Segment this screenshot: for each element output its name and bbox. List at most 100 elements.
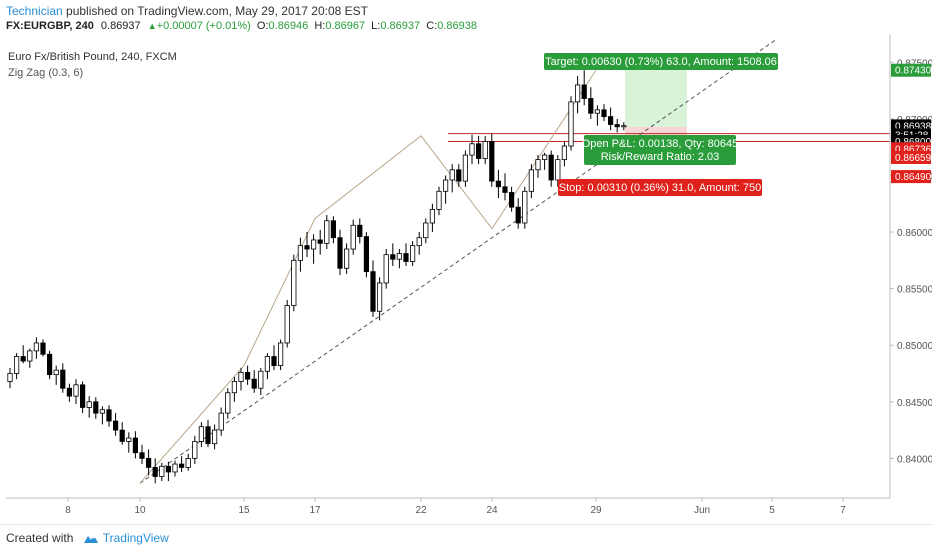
candle-body [264,356,271,372]
candle-body [53,369,59,376]
candle [416,232,422,255]
candle [357,218,363,244]
candle [542,152,548,170]
stop-label[interactable]: Stop: 0.00310 (0.36%) 31.0, Amount: 750 [558,179,762,196]
price-change: +0.00007 (+0.01%) [156,20,251,32]
candle [13,353,20,380]
candle-body [27,350,33,362]
chart-area[interactable]: 0.840000.845000.850000.855000.860000.865… [0,34,932,524]
candle [502,173,508,201]
candle [271,345,277,371]
tradingview-brand-link[interactable]: TradingView [102,531,169,545]
candle-body [502,186,508,193]
candle-body [535,159,541,171]
candle-body [132,437,138,454]
candle-body [66,387,72,397]
publish-line: Technician published on TradingView.com,… [6,4,368,18]
target-label-text: Target: 0.00630 (0.73%) 63.0, Amount: 15… [545,56,777,68]
candle-body [350,224,356,250]
candle-body [258,370,264,389]
candle-body [152,467,158,477]
candle [139,444,145,465]
candle-body [192,441,198,459]
candle-body [508,192,515,208]
risk-reward-text: Risk/Reward Ratio: 2.03 [601,151,720,163]
pnl-label-bg [584,135,736,165]
candle [475,135,482,165]
candle [462,150,469,187]
author-link[interactable]: Technician [6,4,63,18]
candle-body [40,342,46,355]
candle [106,405,112,427]
candle [515,198,521,229]
candle-body [159,465,165,477]
candle [614,118,620,133]
close-label: C: [426,20,438,32]
candle [396,249,403,269]
price-tag-text: 0.86659 [895,153,932,164]
candle-body [119,429,125,442]
candle-body [244,371,251,380]
candle-body [13,356,20,374]
ascending-trendline[interactable] [139,39,776,484]
candle-body [528,169,535,192]
candle [159,462,165,482]
candle-body [165,465,171,473]
candle-body [363,236,370,273]
candle-body [139,452,145,459]
price-tag-bg [891,170,931,184]
candle-body [238,371,244,382]
price-tag: 0.87430 [891,63,932,77]
candle [403,243,409,266]
candle-body [396,253,403,260]
candle [608,107,614,131]
candle [304,232,310,257]
candle [33,337,40,359]
price-chart[interactable]: 0.840000.845000.850000.855000.860000.865… [0,34,932,524]
candle-body [376,282,383,312]
candle [337,229,343,276]
candle [456,164,462,187]
candle-body [330,220,337,239]
close-value: 0.86938 [437,20,477,32]
symbol-label[interactable]: FX:EURGBP, 240 [6,20,94,32]
target-label[interactable]: Target: 0.00630 (0.73%) 63.0, Amount: 15… [544,53,778,70]
candle [291,254,297,312]
candle [198,422,204,448]
candle-body [317,239,323,244]
candle [66,383,72,402]
candle [211,424,218,450]
low-value: 0.86937 [380,20,421,32]
candle [449,164,455,193]
price-tag-text: 0.86736 [895,144,932,155]
candle [218,407,224,436]
candle [244,365,251,385]
candle-body [601,109,607,118]
candle [436,186,442,216]
candle-body [575,84,581,103]
candle-body [462,154,469,182]
candle [205,419,211,448]
legend-indicator[interactable]: Zig Zag (0.3, 6) [8,67,83,79]
candle [390,243,396,266]
legend-title[interactable]: Euro Fx/British Pound, 240, FXCM [8,51,177,63]
candle-body [515,206,521,224]
candle-body [608,116,614,125]
candle-body [436,190,442,210]
candle [508,186,515,212]
candle-body [225,392,231,414]
x-tick-label: Jun [694,505,710,516]
candle-body [205,426,211,445]
trend-line[interactable] [139,39,776,484]
pnl-label[interactable]: Open P&L: 0.00138, Qty: 80645 Risk/Rewar… [582,135,739,165]
created-with: Created with TradingView [6,531,169,545]
candle-body [297,245,304,261]
candle-body [172,463,178,473]
candle-body [588,98,594,114]
candle-body [357,224,363,237]
candle [555,155,561,187]
candle [594,105,601,126]
up-arrow-icon: ▲ [147,21,157,31]
candle [317,229,323,255]
candle [528,164,535,199]
